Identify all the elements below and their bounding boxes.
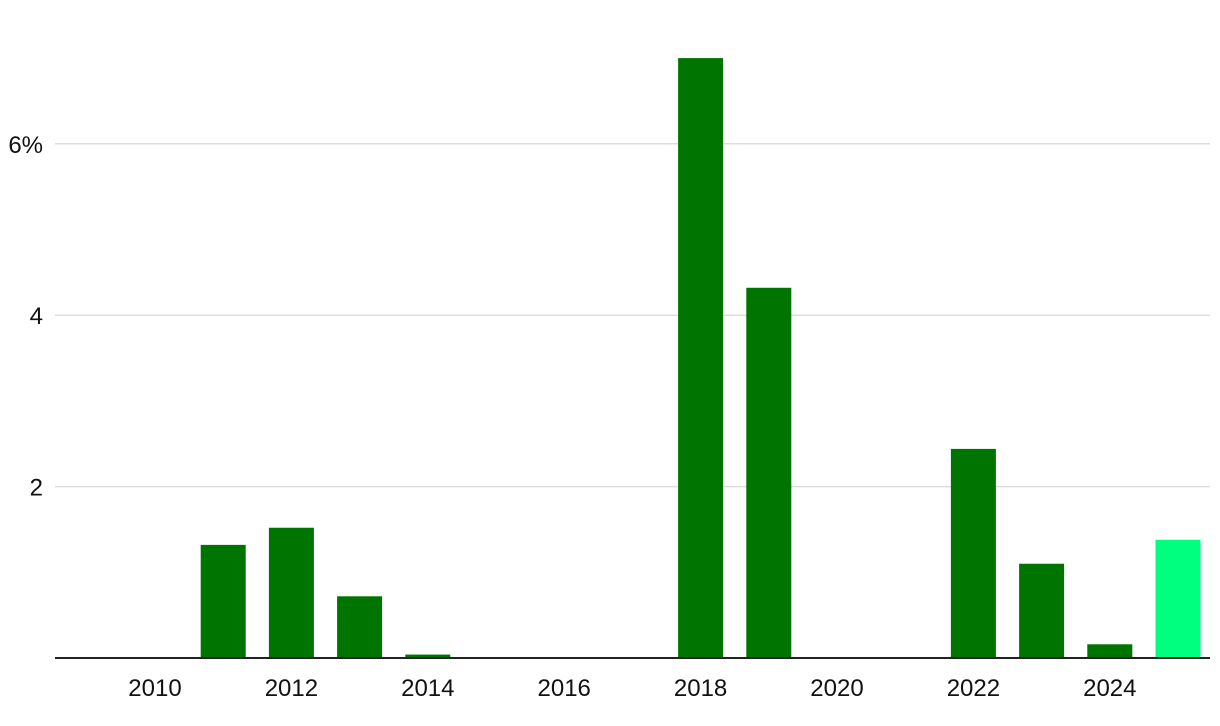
y-tick-label: 2 (30, 475, 43, 502)
bar-2024 (1087, 644, 1133, 658)
bar-2023 (1019, 563, 1065, 658)
bar-2022 (950, 448, 996, 658)
x-tick-labels: 2010 2012 2014 2016 2018 2020 2022 2024 (128, 675, 1136, 702)
bar-2014 (405, 654, 451, 658)
bar-2018 (678, 58, 724, 659)
bar-2011 (200, 544, 246, 658)
x-tick-label: 2018 (674, 675, 727, 702)
bars (200, 58, 1201, 659)
y-tick-label: 6% (8, 132, 43, 159)
x-tick-label: 2010 (128, 675, 181, 702)
y-tick-label: 4 (30, 303, 43, 330)
x-tick-label: 2022 (947, 675, 1000, 702)
grid-lines (55, 143, 1210, 488)
bar-2019 (746, 287, 792, 658)
bar-2013 (337, 596, 383, 658)
bar-2012 (268, 527, 314, 658)
x-tick-label: 2020 (810, 675, 863, 702)
x-tick-label: 2024 (1083, 675, 1136, 702)
x-tick-label: 2012 (265, 675, 318, 702)
bar-2025 (1155, 539, 1201, 658)
y-tick-labels: 2 4 6% (8, 132, 43, 502)
x-tick-label: 2016 (538, 675, 591, 702)
x-tick-label: 2014 (401, 675, 454, 702)
